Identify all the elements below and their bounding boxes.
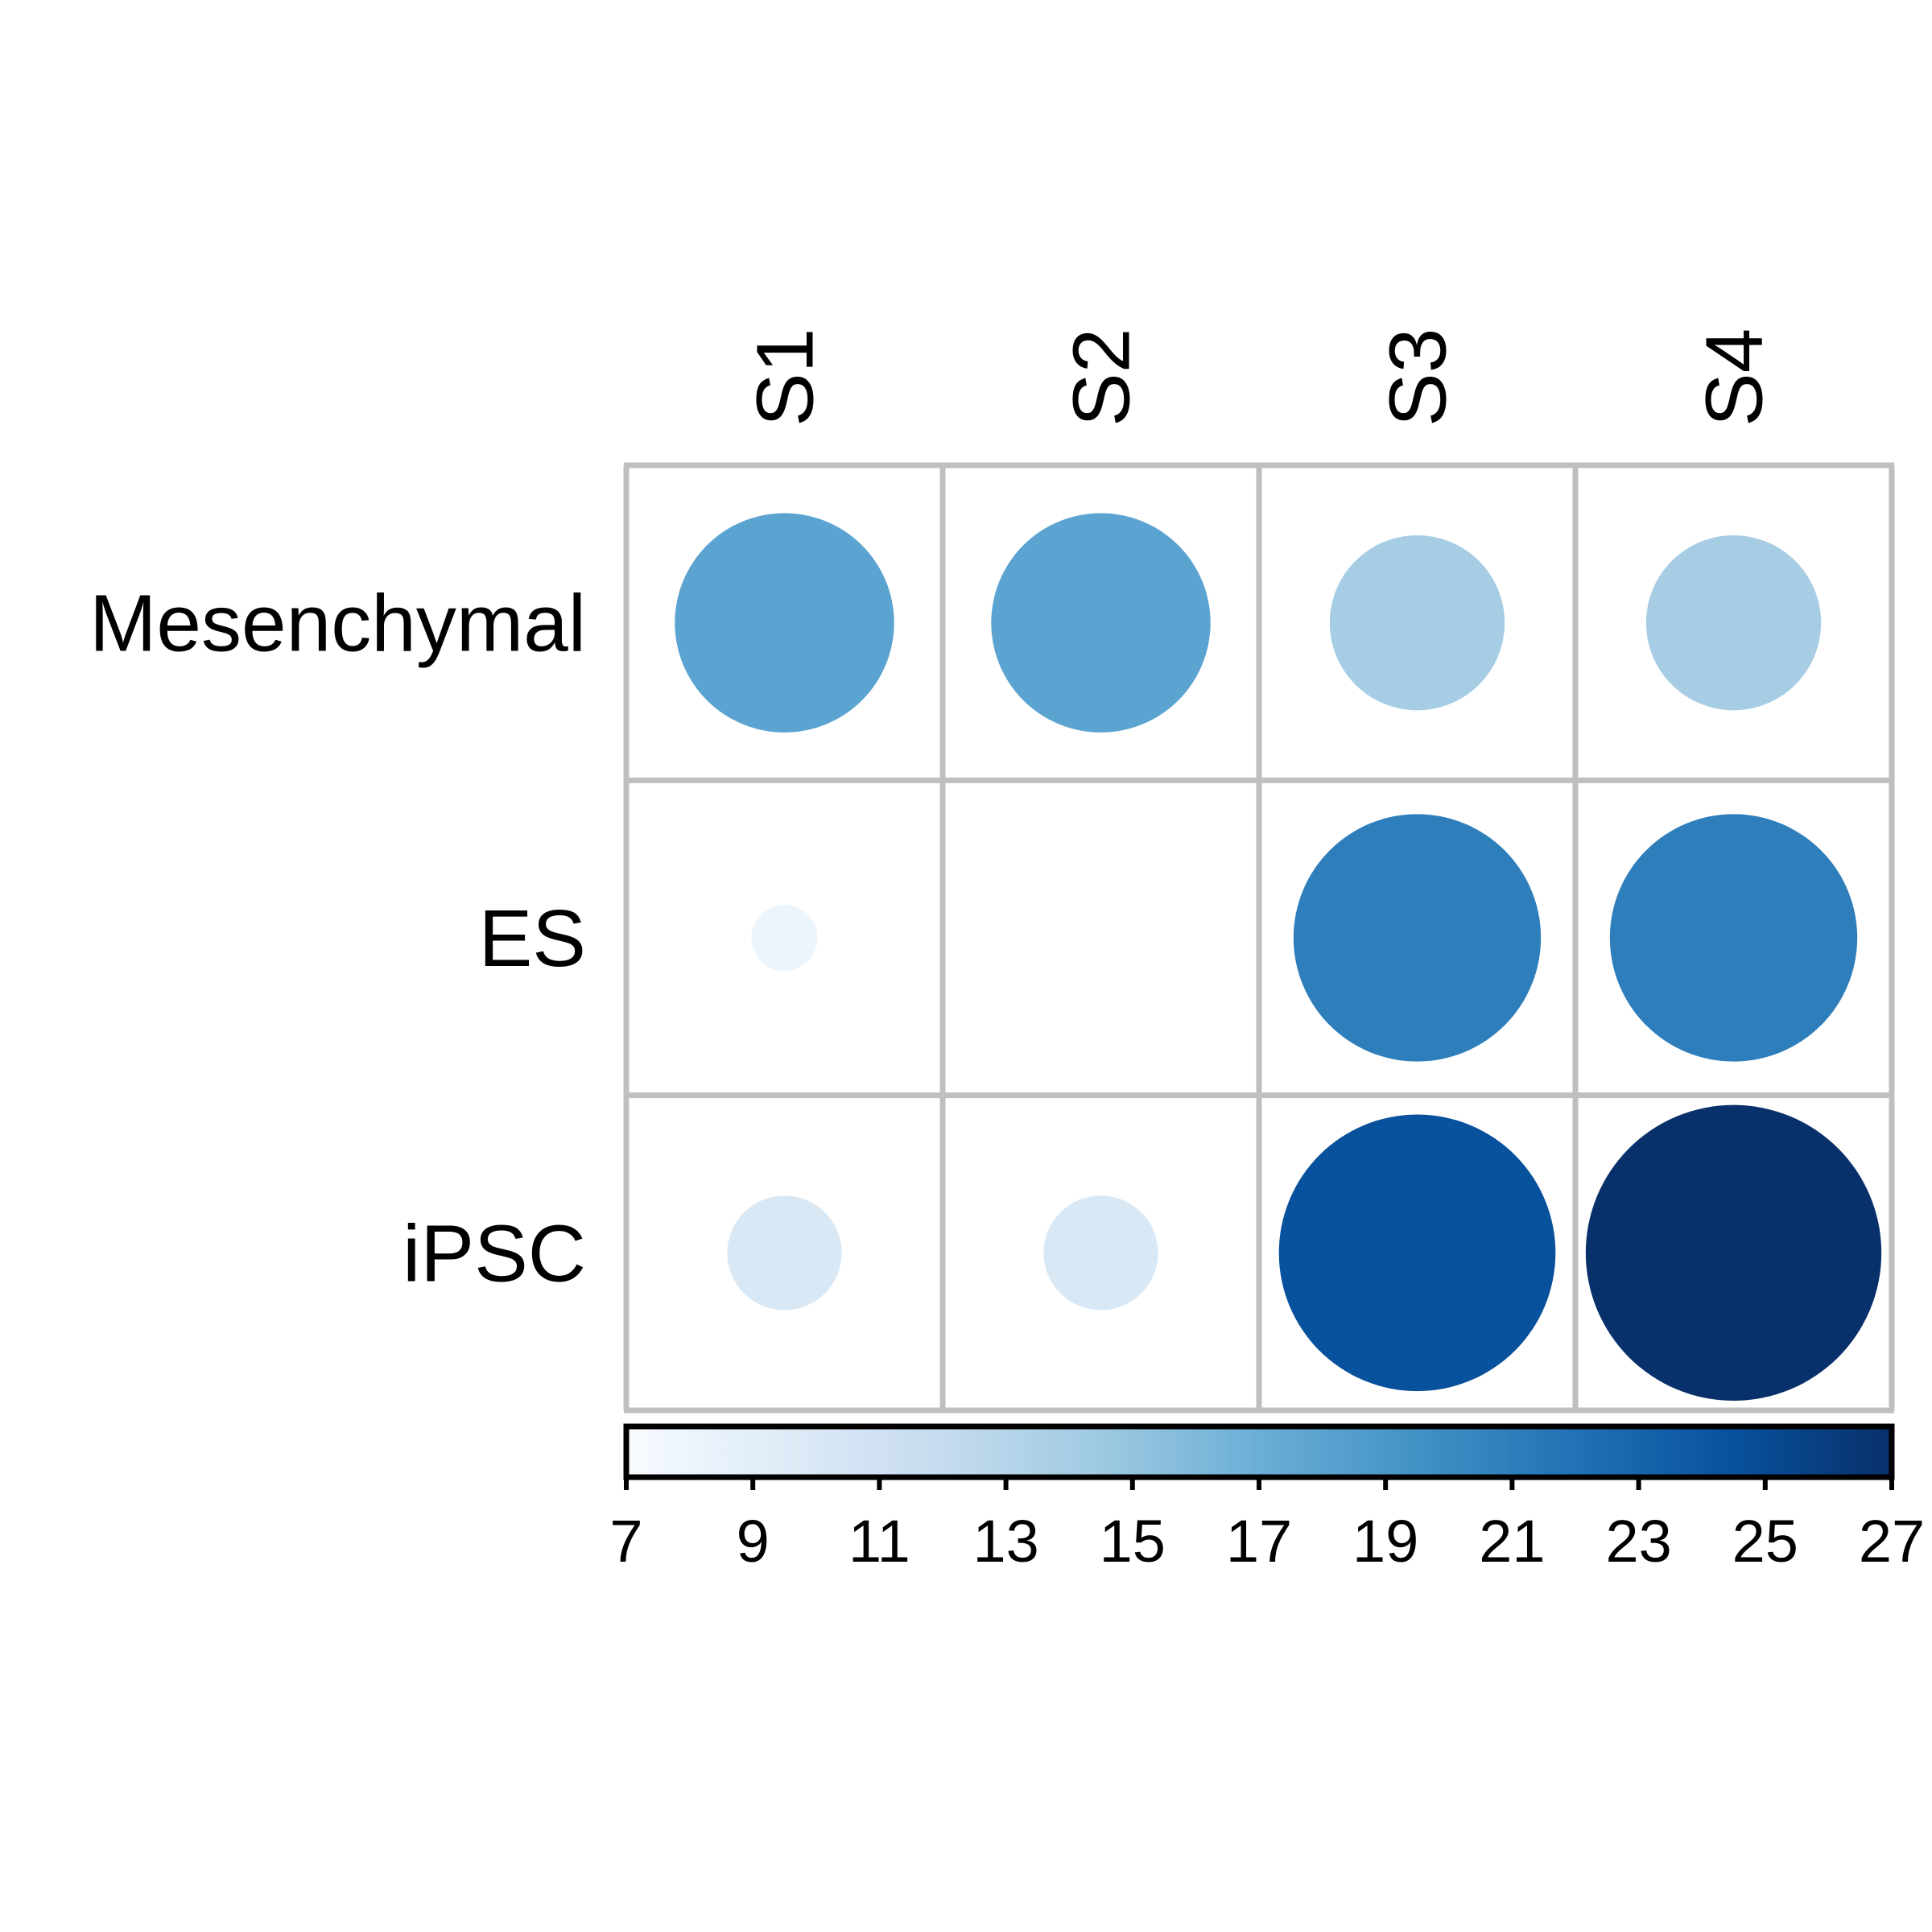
- colorbar-tick-label: 15: [1100, 1508, 1166, 1575]
- column-label-s1: S1: [741, 328, 831, 427]
- column-labels: S1 S2 S3 S4: [741, 328, 1780, 427]
- circle-ipsc-s4: [1585, 1104, 1882, 1402]
- colorbar-tick-label: 19: [1352, 1508, 1418, 1575]
- colorbar-tick-label: 23: [1605, 1508, 1671, 1575]
- colorbar-tick-label: 17: [1226, 1508, 1292, 1575]
- column-label-s2: S2: [1057, 328, 1147, 427]
- colorbar-tick-label: 27: [1859, 1508, 1925, 1575]
- column-label-s4: S4: [1690, 328, 1780, 427]
- colorbar: 7 9 11 13 15 17 19 21 23 25 27: [609, 1423, 1925, 1575]
- row-label-ipsc: iPSC: [402, 1208, 586, 1298]
- row-label-es: ES: [479, 894, 586, 984]
- colorbar-tick-label: 21: [1479, 1508, 1545, 1575]
- column-label-s3: S3: [1373, 328, 1463, 427]
- circle-ipsc-s1: [727, 1195, 842, 1311]
- colorbar-bar: [623, 1423, 1895, 1480]
- circle-ipsc-s3: [1278, 1114, 1556, 1392]
- colorbar-tick-label: 7: [609, 1508, 642, 1575]
- circle-mesenchymal-s2: [991, 513, 1211, 733]
- circle-es-s1: [751, 904, 818, 972]
- circle-mesenchymal-s1: [675, 513, 894, 733]
- grid-lines: [623, 462, 1895, 1414]
- circle-markers: [675, 513, 1882, 1402]
- circle-ipsc-s2: [1043, 1195, 1158, 1311]
- circle-mesenchymal-s3: [1329, 535, 1505, 711]
- circle-es-s3: [1293, 814, 1542, 1062]
- row-labels: Mesenchymal ES iPSC: [89, 579, 586, 1299]
- circle-mesenchymal-s4: [1645, 535, 1822, 711]
- colorbar-tick-label: 9: [737, 1508, 770, 1575]
- colorbar-tick-label: 13: [972, 1508, 1038, 1575]
- colorbar-tick-label: 25: [1732, 1508, 1798, 1575]
- circle-es-s4: [1609, 814, 1858, 1062]
- colorbar-tick-label: 11: [848, 1508, 910, 1575]
- row-label-mesenchymal: Mesenchymal: [89, 579, 586, 669]
